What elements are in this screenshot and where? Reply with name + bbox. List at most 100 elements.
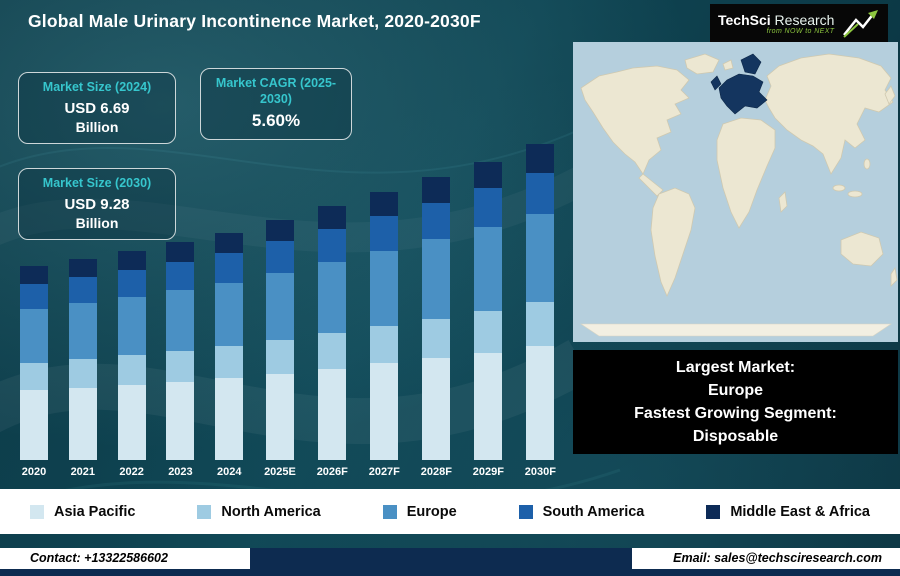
bar-segment-middle-east-africa [166,241,195,262]
bar-segment-north-america [265,339,294,374]
footer-navy-band [250,548,632,570]
bar-segment-europe [68,303,97,360]
stat-label: Market CAGR (2025-2030) [215,76,337,106]
stat-label: Market Size (2024) [42,80,152,94]
legend-item-middle-east-africa: Middle East & Africa [706,504,870,520]
stat-box-market-cagr: Market CAGR (2025-2030) 5.60% [200,68,352,141]
x-axis-label: 2023 [168,466,193,478]
bar-segment-south-america [215,252,244,283]
map-scandinavia-highlight [740,53,762,75]
bar-segment-middle-east-africa [265,219,294,242]
bar-segment-europe [526,213,555,303]
map-sea-island-2 [847,190,863,198]
legend-item-north-america: North America [197,504,321,520]
legend-swatch [518,504,533,519]
bar-segment-middle-east-africa [526,144,555,173]
bar-segment-south-america [370,216,399,251]
bar-column-2020: 2020 [20,266,48,480]
techsci-logo-text: TechSci Research from NOW to NEXT [718,12,834,35]
bar-stack [20,266,48,460]
bar-segment-middle-east-africa [117,250,146,270]
chart-legend: Asia Pacific North America Europe South Ame… [0,489,900,534]
legend-item-asia-pacific: Asia Pacific [30,504,135,520]
bar-column-2026F: 2026F [317,206,348,480]
x-axis-label: 2025E [264,466,296,478]
bar-segment-europe [265,272,294,340]
bar-segment-europe [20,308,48,364]
map-new-zealand [890,266,898,287]
bar-segment-south-america [526,172,555,214]
bar-stack [474,161,503,460]
bar-column-2030F: 2030F [525,144,556,480]
bar-segment-north-america [215,346,244,379]
bar-columns: 2020 2021 2022 2023 2024 2025E 2026F 2027F 2028F… [12,112,564,480]
bar-segment-north-america [318,333,347,369]
bar-stack [526,144,555,460]
bar-segment-asia-pacific [526,346,555,460]
bar-segment-north-america [422,318,451,358]
brand-primary: TechSci [718,11,771,28]
bar-segment-north-america [526,302,555,347]
bar-column-2027F: 2027F [369,192,400,480]
bar-segment-north-america [370,326,399,364]
bar-segment-north-america [117,355,146,385]
bar-segment-asia-pacific [166,381,195,460]
bar-segment-europe [318,262,347,334]
legend-label: Middle East & Africa [730,503,870,520]
map-north-america [580,65,690,175]
bar-segment-south-america [318,229,347,263]
bar-segment-south-america [117,269,146,297]
bar-segment-south-america [422,202,451,240]
bar-segment-asia-pacific [318,368,347,460]
stat-value: USD 6.69 [64,99,130,117]
stacked-bar-chart: 2020 2021 2022 2023 2024 2025E 2026F 2027F 2028F… [12,112,564,480]
x-axis-label: 2030F [524,466,556,478]
bar-segment-north-america [474,310,503,353]
contact-phone: Contact: +13322586602 [30,551,168,565]
bar-segment-south-america [68,276,97,304]
map-madagascar [778,191,788,213]
bar-segment-europe [474,227,503,311]
map-uk-highlight [710,75,722,91]
market-highlights-panel: Largest Market: Europe Fastest Growing S… [573,350,898,454]
bar-segment-middle-east-africa [318,206,347,230]
bar-stack [117,250,146,460]
bar-column-2023: 2023 [166,241,195,480]
stat-label: Market Size (2030) [42,176,152,190]
bar-stack [265,219,294,460]
bar-stack [422,177,451,460]
bar-segment-north-america [166,350,195,382]
bar-segment-europe [166,289,195,351]
bar-segment-asia-pacific [474,352,503,460]
footer-bottom-line [0,569,900,576]
map-south-america [650,187,696,297]
bar-segment-europe [370,250,399,327]
stat-unit: Billion [75,119,119,136]
bar-segment-europe [215,282,244,347]
bar-segment-middle-east-africa [20,266,48,284]
map-antarctica [580,323,892,337]
bar-segment-north-america [68,359,97,388]
x-axis-label: 2029F [472,466,504,478]
legend-label: South America [542,503,645,520]
brand-tagline: from NOW to NEXT [766,27,835,35]
footer: Contact: +13322586602 Email: sales@techs… [0,548,900,576]
bar-segment-south-america [474,188,503,228]
x-axis-label: 2021 [70,466,96,478]
legend-label: Asia Pacific [54,503,136,520]
stat-value: 5.60% [251,111,301,131]
bar-stack [318,206,347,460]
legend-label: Europe [406,503,457,520]
bar-segment-south-america [166,261,195,290]
bar-segment-middle-east-africa [370,192,399,217]
techsci-logo: TechSci Research from NOW to NEXT [710,4,888,42]
contact-email: Email: sales@techsciresearch.com [673,551,882,565]
map-europe-highlight [718,73,768,115]
bar-column-2028F: 2028F [421,177,452,480]
bar-column-2029F: 2029F [472,161,504,480]
bar-column-2025E: 2025E [264,219,296,480]
legend-swatch [30,504,44,519]
bar-segment-middle-east-africa [422,177,451,203]
map-sea-island-1 [832,184,846,192]
bar-stack [370,192,399,460]
